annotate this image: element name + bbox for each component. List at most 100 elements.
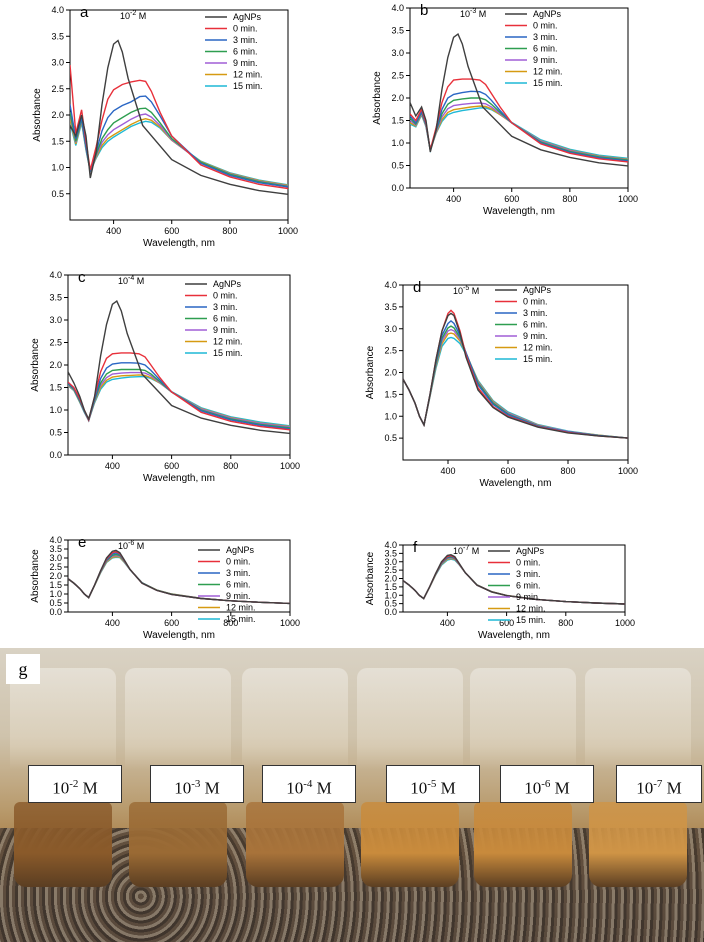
y-tick-label: 0.5 xyxy=(384,599,397,609)
y-tick-label: 1.5 xyxy=(391,116,404,126)
vial-label-1: 10-2 M xyxy=(28,765,122,803)
legend-entry: 6 min. xyxy=(226,580,251,590)
x-tick-label: 400 xyxy=(105,461,120,471)
y-tick-label: 2.0 xyxy=(49,360,62,370)
panel-letter: c xyxy=(78,269,86,286)
legend-entry: 0 min. xyxy=(226,557,251,567)
legend-entry: 3 min. xyxy=(523,308,548,318)
y-tick-label: 0.0 xyxy=(384,607,397,617)
concentration-unit: M xyxy=(469,286,479,296)
y-tick-label: 1.5 xyxy=(49,580,62,590)
vial-label-2: 10-3 M xyxy=(150,765,244,803)
x-axis-label: Wavelength, nm xyxy=(480,478,552,489)
legend-entry: 6 min. xyxy=(523,320,548,330)
x-axis-label: Wavelength, nm xyxy=(478,630,550,641)
x-tick-label: 800 xyxy=(560,466,575,476)
y-tick-label: 3.5 xyxy=(391,26,404,36)
legend-entry: 9 min. xyxy=(233,58,258,68)
legend-entry: 12 min. xyxy=(533,67,563,77)
y-tick-label: 0.5 xyxy=(391,161,404,171)
series-line xyxy=(68,554,290,605)
y-tick-label: 2.5 xyxy=(49,338,62,348)
series-line xyxy=(68,555,290,605)
y-tick-label: 3.0 xyxy=(384,557,397,567)
series-line xyxy=(403,553,625,605)
y-tick-label: 3.5 xyxy=(51,31,64,41)
y-tick-label: 1.0 xyxy=(384,590,397,600)
y-tick-label: 3.0 xyxy=(51,58,64,68)
vial-liquid xyxy=(14,802,112,887)
legend-entry: 0 min. xyxy=(516,558,541,568)
series-line xyxy=(68,549,290,605)
y-tick-label: 2.0 xyxy=(384,368,397,378)
legend-entry: 15 min. xyxy=(213,348,243,358)
y-tick-label: 0.5 xyxy=(49,598,62,608)
legend-entry: 15 min. xyxy=(523,354,553,364)
y-tick-label: 4.0 xyxy=(384,280,397,290)
vial-liquid xyxy=(361,802,459,887)
y-tick-label: 1.5 xyxy=(49,383,62,393)
countertop xyxy=(0,828,704,942)
vial-liquid xyxy=(589,802,687,887)
legend-entry: 15 min. xyxy=(516,615,546,625)
legend-entry: 3 min. xyxy=(226,568,251,578)
y-tick-label: 1.5 xyxy=(51,136,64,146)
y-tick-label: 0.5 xyxy=(384,433,397,443)
y-tick-label: 2.5 xyxy=(49,562,62,572)
legend-entry: 15 min. xyxy=(533,78,563,88)
legend-entry: AgNPs xyxy=(533,9,562,19)
y-axis-label: Absorbance xyxy=(30,549,41,603)
plot-frame xyxy=(67,274,291,456)
legend-entry: 12 min. xyxy=(523,343,553,353)
legend-entry: 9 min. xyxy=(533,55,558,65)
series-line xyxy=(68,556,290,605)
y-axis-label: Absorbance xyxy=(365,551,376,605)
concentration-base: 10 xyxy=(120,11,130,21)
concentration-exponent: -3 xyxy=(470,8,476,15)
legend-entry: 6 min. xyxy=(533,44,558,54)
legend-entry: 15 min. xyxy=(226,614,256,624)
plot-frame xyxy=(67,539,291,613)
x-tick-label: 1000 xyxy=(278,226,298,236)
concentration-label: 10-4 M xyxy=(118,275,144,286)
legend-entry: AgNPs xyxy=(226,545,255,555)
concentration-base: 10 xyxy=(453,286,463,296)
legend-entry: 9 min. xyxy=(226,591,251,601)
legend-entry: 0 min. xyxy=(523,297,548,307)
panel-letter: f xyxy=(413,539,418,556)
legend-entry: AgNPs xyxy=(516,546,545,556)
y-tick-label: 3.0 xyxy=(391,48,404,58)
x-tick-label: 800 xyxy=(558,618,573,628)
x-tick-label: 800 xyxy=(222,226,237,236)
y-axis-label: Absorbance xyxy=(32,88,43,142)
series-line xyxy=(403,328,628,439)
x-tick-label: 400 xyxy=(446,194,461,204)
x-tick-label: 400 xyxy=(105,618,120,628)
y-tick-label: 3.0 xyxy=(49,553,62,563)
legend-entry: 9 min. xyxy=(523,331,548,341)
legend-entry: 0 min. xyxy=(213,291,238,301)
concentration-exponent: -6 xyxy=(128,540,134,547)
y-tick-label: 0.0 xyxy=(391,183,404,193)
y-tick-label: 4.0 xyxy=(51,5,64,15)
y-tick-label: 0.5 xyxy=(51,189,64,199)
series-line xyxy=(70,113,288,187)
x-tick-label: 400 xyxy=(106,226,121,236)
x-tick-label: 1000 xyxy=(280,461,300,471)
concentration-unit: M xyxy=(134,276,144,286)
x-tick-label: 400 xyxy=(440,466,455,476)
legend-entry: 6 min. xyxy=(516,581,541,591)
series-line xyxy=(410,105,628,160)
vial-liquid xyxy=(129,802,227,887)
x-tick-label: 600 xyxy=(164,618,179,628)
y-tick-label: 3.5 xyxy=(49,293,62,303)
legend-entry: 9 min. xyxy=(516,592,541,602)
legend-entry: 3 min. xyxy=(233,35,258,45)
concentration-unit: M xyxy=(469,546,479,556)
concentration-base: 10 xyxy=(118,541,128,551)
y-tick-label: 3.5 xyxy=(384,548,397,558)
concentration-exponent: -2 xyxy=(130,10,136,17)
y-tick-label: 1.5 xyxy=(384,389,397,399)
legend-entry: AgNPs xyxy=(233,12,262,22)
panel-letter: e xyxy=(78,534,86,551)
